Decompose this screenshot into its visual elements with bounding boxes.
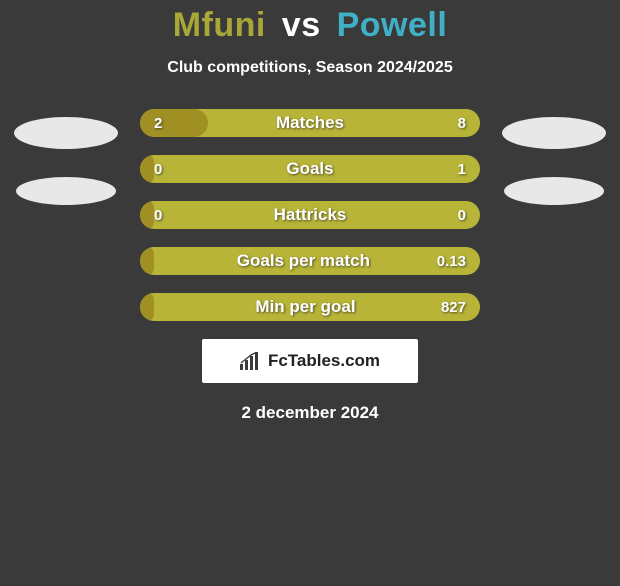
- stat-label: Hattricks: [170, 205, 450, 225]
- title-left: Mfuni: [173, 6, 266, 44]
- stat-row: Min per goal827: [140, 293, 480, 321]
- title-right: Powell: [337, 6, 448, 44]
- stat-label: Goals per match: [170, 251, 437, 271]
- stat-text-layer: Min per goal827: [140, 293, 480, 321]
- brand-logo-text: FcTables.com: [268, 351, 380, 371]
- stat-row: 2Matches8: [140, 109, 480, 137]
- date-text: 2 december 2024: [0, 403, 620, 423]
- player-avatar: [14, 117, 118, 149]
- stat-label: Goals: [170, 159, 450, 179]
- stat-row: 0Hattricks0: [140, 201, 480, 229]
- stat-text-layer: 2Matches8: [140, 109, 480, 137]
- player-avatar: [504, 177, 604, 205]
- stat-value-left: 0: [140, 161, 170, 178]
- stat-value-right: 1: [450, 161, 480, 178]
- page-title: Mfuni vs Powell: [0, 6, 620, 45]
- stat-value-right: 827: [441, 299, 480, 316]
- title-vs: vs: [282, 6, 321, 44]
- stat-text-layer: 0Goals1: [140, 155, 480, 183]
- stat-text-layer: 0Hattricks0: [140, 201, 480, 229]
- stat-value-left: 2: [140, 115, 170, 132]
- player-avatar: [502, 117, 606, 149]
- bar-chart-icon: [240, 352, 262, 370]
- stat-value-left: 0: [140, 207, 170, 224]
- stat-value-right: 0: [450, 207, 480, 224]
- brand-logo-box: FcTables.com: [202, 339, 418, 383]
- stat-label: Matches: [170, 113, 450, 133]
- right-player-column: [494, 109, 614, 205]
- stat-text-layer: Goals per match0.13: [140, 247, 480, 275]
- comparison-content: 2Matches80Goals10Hattricks0Goals per mat…: [0, 109, 620, 321]
- stat-row: 0Goals1: [140, 155, 480, 183]
- left-player-column: [6, 109, 126, 205]
- stat-value-right: 8: [450, 115, 480, 132]
- stat-label: Min per goal: [170, 297, 441, 317]
- subtitle: Club competitions, Season 2024/2025: [0, 59, 620, 77]
- player-avatar: [16, 177, 116, 205]
- stat-value-right: 0.13: [437, 253, 480, 270]
- stat-row: Goals per match0.13: [140, 247, 480, 275]
- comparison-bars: 2Matches80Goals10Hattricks0Goals per mat…: [140, 109, 480, 321]
